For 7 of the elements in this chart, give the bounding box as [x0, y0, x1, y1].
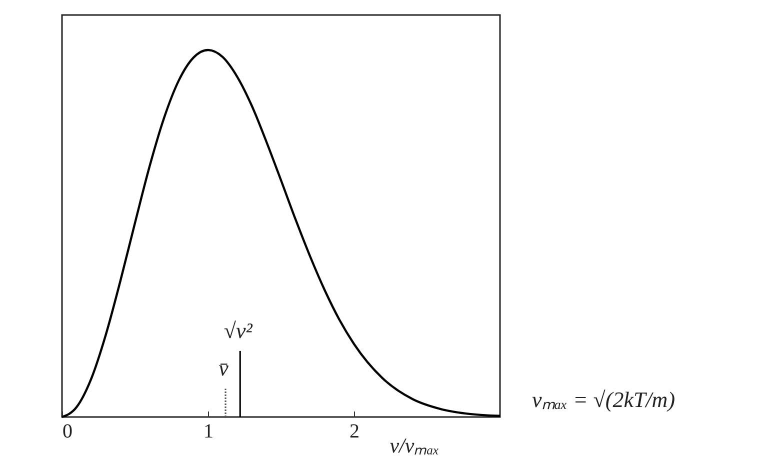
ref-line-label: √v²: [224, 318, 253, 343]
x-tick-label: 0: [62, 420, 72, 442]
x-tick-label: 1: [204, 420, 214, 442]
x-tick-label: 2: [350, 420, 360, 442]
x-axis-title: v/vₘₐₓ: [390, 434, 440, 458]
ref-line-label: v̄: [218, 356, 229, 381]
text: vₘₐₓ = √(2kT/m): [532, 386, 676, 413]
